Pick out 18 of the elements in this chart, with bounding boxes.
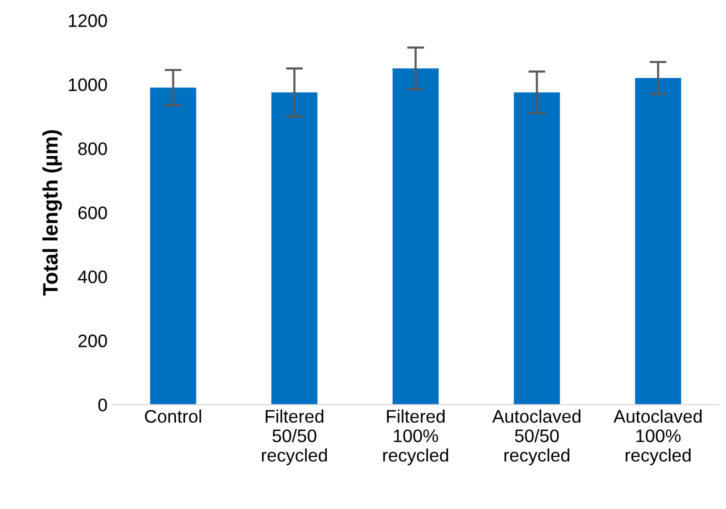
bar	[635, 78, 682, 405]
bar	[514, 92, 560, 405]
x-tick-label: Autoclaved 100% recycled	[613, 410, 702, 466]
x-tick-label: Control	[144, 410, 202, 423]
bar	[392, 68, 439, 405]
y-tick-label: 0	[98, 398, 107, 412]
y-tick-label: 1000	[68, 78, 107, 92]
y-tick-label: 400	[78, 270, 107, 284]
bar	[150, 88, 196, 405]
y-tick-label: 200	[78, 334, 107, 348]
y-tick-label: 600	[78, 206, 107, 220]
x-tick-label: Autoclaved 50/50 recycled	[492, 410, 580, 466]
y-axis-title: Total length (µm)	[42, 130, 62, 296]
bar	[271, 92, 318, 405]
x-tick-label: Filtered 100% recycled	[383, 410, 448, 466]
y-tick-label: 1200	[68, 14, 107, 28]
y-tick-label: 800	[78, 142, 107, 156]
x-tick-label: Filtered 50/50 recycled	[262, 410, 327, 466]
